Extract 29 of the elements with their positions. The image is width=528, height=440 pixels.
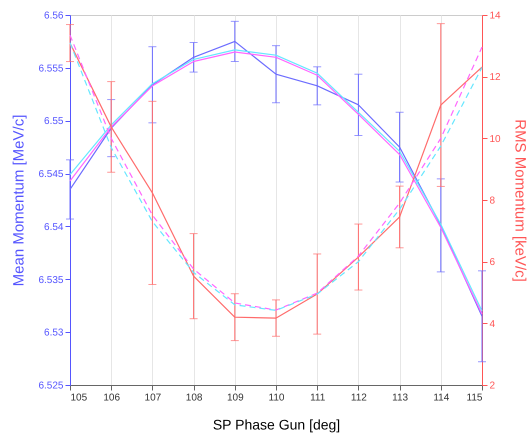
y2-tick-label: 14 xyxy=(490,10,502,22)
x-tick-label: 115 xyxy=(466,392,483,404)
y2-tick-label: 2 xyxy=(490,380,496,392)
y-tick-label: 6.55 xyxy=(44,116,64,128)
y2-axis-title: RMS Momentum [keV/c] xyxy=(512,119,528,282)
x-tick-label: 109 xyxy=(226,392,244,404)
y2-tick-label: 8 xyxy=(490,196,496,206)
y-tick-label: 6.555 xyxy=(38,63,64,74)
y-tick-label: 6.54 xyxy=(44,222,64,233)
x-tick-label: 111 xyxy=(310,392,326,404)
x-tick-label: 113 xyxy=(392,392,409,404)
x-tick-label: 110 xyxy=(268,392,285,404)
x-tick-label: 108 xyxy=(186,392,203,404)
x-tick-label: 107 xyxy=(144,392,162,404)
y-axis-title: Mean Momentum [MeV/c] xyxy=(10,114,28,286)
x-tick-label: 114 xyxy=(433,392,450,404)
y-tick-label: 6.56 xyxy=(44,10,64,22)
x-tick-label: 105 xyxy=(70,392,88,404)
x-axis-title: SP Phase Gun [deg] xyxy=(212,416,340,432)
y2-tick-label: 12 xyxy=(490,72,502,84)
y2-tick-label: 4 xyxy=(490,318,496,330)
y-tick-label: 6.535 xyxy=(38,274,64,286)
y-tick-label: 6.545 xyxy=(38,169,64,180)
y-tick-label: 6.53 xyxy=(44,328,64,339)
y2-tick-label: 10 xyxy=(490,134,502,145)
y-tick-label: 6.525 xyxy=(38,380,64,392)
x-tick-label: 106 xyxy=(103,392,120,404)
x-tick-label: 112 xyxy=(350,392,368,404)
y2-tick-label: 6 xyxy=(490,257,496,268)
